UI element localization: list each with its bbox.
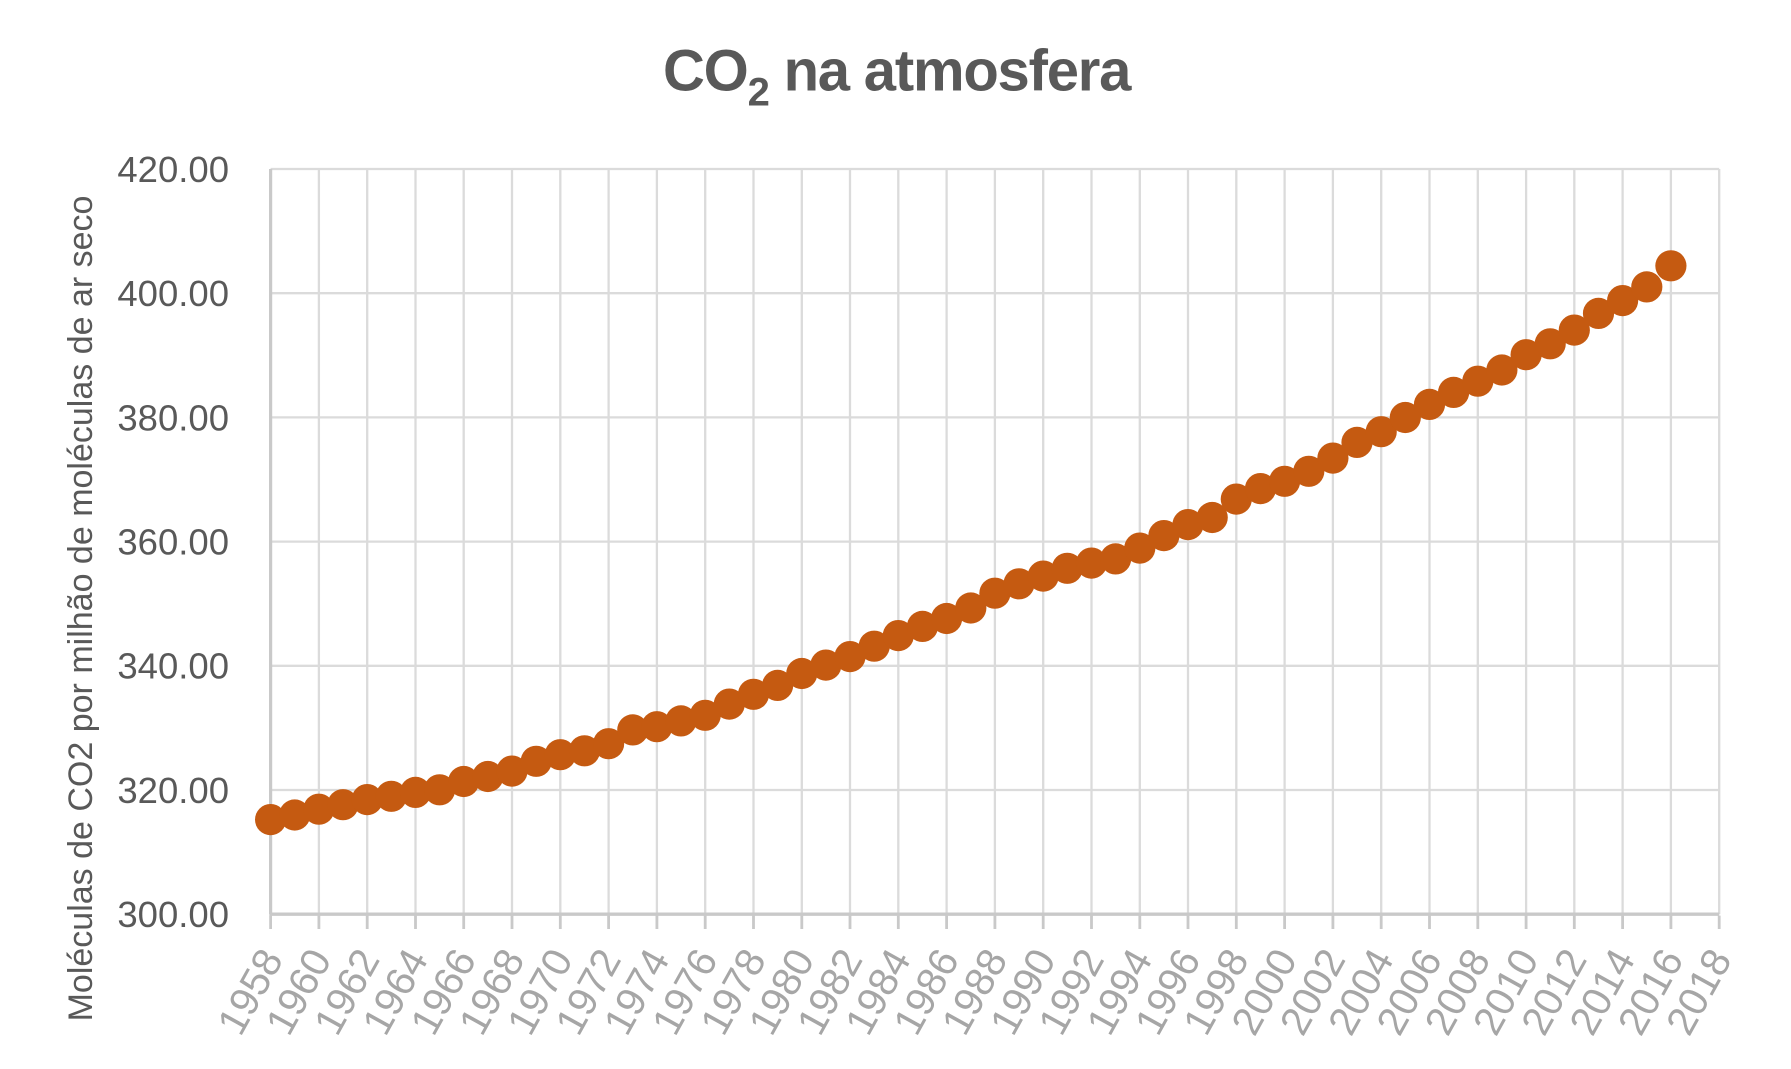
svg-text:320.00: 320.00 xyxy=(117,770,229,811)
svg-text:400.00: 400.00 xyxy=(117,273,229,314)
svg-text:380.00: 380.00 xyxy=(117,397,229,438)
svg-text:420.00: 420.00 xyxy=(117,149,229,190)
svg-text:340.00: 340.00 xyxy=(117,646,229,687)
svg-text:360.00: 360.00 xyxy=(117,522,229,563)
svg-text:300.00: 300.00 xyxy=(117,894,229,935)
svg-text:CO2 na atmosfera: CO2 na atmosfera xyxy=(663,39,1132,115)
svg-text:Moléculas de CO2 por milhão de: Moléculas de CO2 por milhão de moléculas… xyxy=(62,196,100,1022)
